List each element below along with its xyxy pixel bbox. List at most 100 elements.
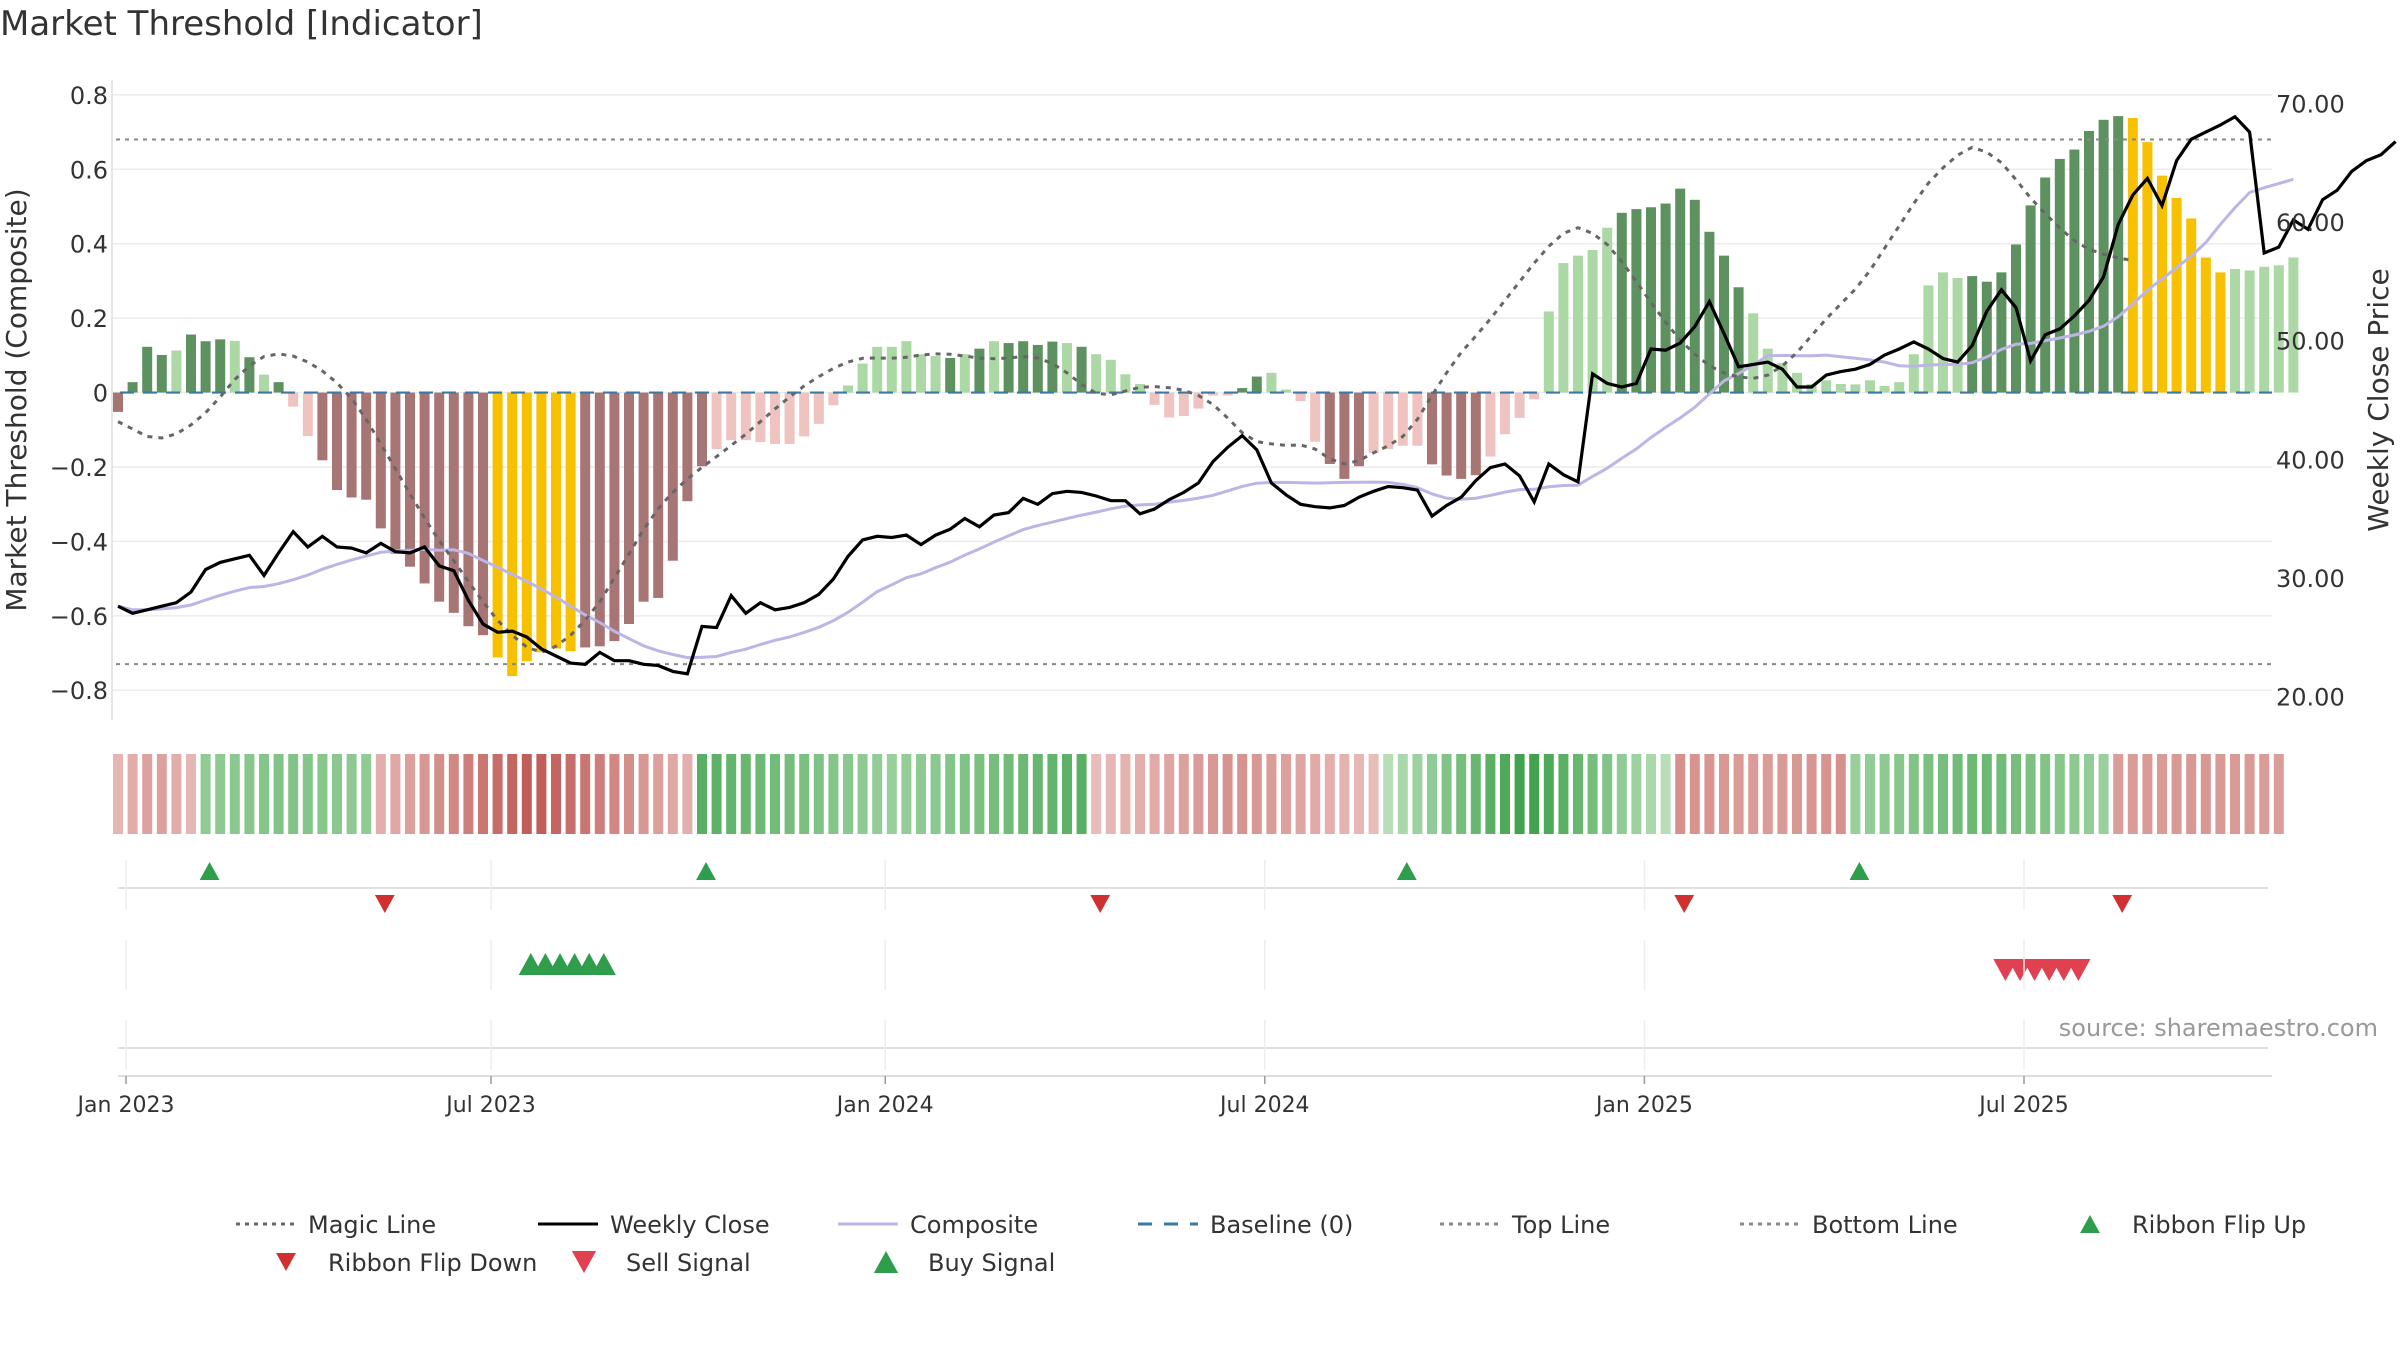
composite-bar: [2011, 244, 2021, 393]
composite-bar: [361, 392, 372, 500]
legend-label: Baseline (0): [1210, 1211, 1353, 1239]
ribbon-cell: [1091, 754, 1102, 834]
composite-bar: [1324, 392, 1335, 464]
composite-bar: [580, 392, 591, 648]
composite-bar: [1383, 392, 1394, 450]
ribbon-cell: [1500, 754, 1510, 834]
y-right-tick-label: 30.00: [2276, 565, 2345, 593]
composite-bar: [1587, 250, 1598, 393]
composite-bar: [2142, 142, 2153, 393]
ribbon-layer: [113, 754, 2284, 834]
source-label: source: sharemaestro.com: [2058, 1014, 2378, 1042]
composite-bar: [799, 392, 810, 437]
ribbon-cell: [1178, 754, 1189, 834]
composite-bar: [828, 392, 839, 406]
composite-bar: [1047, 341, 1058, 393]
composite-bar: [375, 392, 386, 529]
ribbon-cell: [1529, 754, 1540, 834]
composite-bar: [1164, 392, 1175, 418]
ribbon-cell: [332, 754, 342, 834]
y-left-tick-label: −0.4: [50, 528, 108, 556]
composite-bar: [448, 392, 459, 613]
composite-bar: [2054, 158, 2065, 393]
ribbon-cell: [390, 754, 401, 834]
ribbon-cell: [521, 754, 532, 834]
ribbon-cell: [1018, 754, 1029, 834]
ribbon-cell: [945, 754, 956, 834]
composite-bar: [770, 392, 780, 444]
axis-layer: 0.8 0.6 0.4 0.2 0 −0.2 −0.4 −0.6 −0.8 70.00 60.00 5…: [0, 80, 2395, 720]
y-right-tick-label: 20.00: [2276, 683, 2345, 711]
ribbon-cell: [1996, 754, 2007, 834]
composite-bar: [1792, 372, 1802, 393]
composite-bar: [682, 392, 693, 502]
ribbon-cell: [653, 754, 664, 834]
composite-bar: [2186, 218, 2197, 393]
ribbon-flip-down-marker: [2112, 895, 2133, 913]
ribbon-cell: [1281, 754, 1291, 834]
ribbon-cell: [1266, 754, 1277, 834]
composite-line: [117, 177, 2294, 660]
ribbon-cell: [1821, 754, 1832, 834]
composite-bar: [390, 392, 401, 554]
ribbon-cell: [1967, 754, 1978, 834]
ribbon-cell: [2171, 754, 2182, 834]
composite-bar: [1529, 392, 1540, 400]
ribbon-cell: [2273, 754, 2284, 834]
composite-bar: [1310, 392, 1321, 442]
ribbon-cell: [317, 754, 328, 834]
composite-bar: [1675, 188, 1686, 393]
composite-bar: [2040, 177, 2051, 393]
composite-bar: [507, 392, 518, 677]
composite-bar: [1397, 392, 1408, 446]
legend-label: Ribbon Flip Down: [328, 1249, 537, 1277]
ribbon-cell: [346, 754, 357, 834]
ribbon-cell: [1441, 754, 1452, 834]
ribbon-cell: [1894, 754, 1905, 834]
ribbon-cell: [536, 754, 547, 834]
composite-bar: [332, 392, 342, 491]
ribbon-cell: [784, 754, 795, 834]
ribbon-cell: [580, 754, 591, 834]
composite-bar: [1105, 359, 1116, 393]
composite-bar: [945, 357, 956, 393]
composite-bar: [551, 392, 561, 649]
legend-label: Magic Line: [308, 1211, 436, 1239]
composite-bar: [492, 392, 503, 658]
ribbon-cell: [2230, 754, 2240, 834]
composite-bar: [2244, 270, 2255, 393]
ribbon-cell: [2244, 754, 2255, 834]
ribbon-cell: [478, 754, 488, 834]
legend-item: Weekly Close: [538, 1211, 770, 1239]
ribbon-flip-down-marker: [374, 895, 395, 913]
ribbon-cell: [1047, 754, 1058, 834]
ribbon-cell: [594, 754, 605, 834]
ribbon-cell: [682, 754, 693, 834]
ribbon-cell: [259, 754, 269, 834]
x-axis: Jan 2023 Jul 2023 Jan 2024 Jul 2024 Jan 2025…: [76, 860, 2069, 1118]
composite-bar: [1251, 376, 1262, 393]
ribbon-cell: [1222, 754, 1233, 834]
ribbon-cell: [492, 754, 503, 834]
composite-bar: [186, 334, 196, 393]
ribbon-cell: [2157, 754, 2167, 834]
composite-bar: [1923, 285, 1934, 393]
signals-layer: [118, 862, 2272, 1077]
composite-bar: [609, 392, 620, 642]
ribbon-cell: [974, 754, 985, 834]
composite-bar: [711, 392, 722, 450]
composite-bar: [463, 392, 474, 627]
ribbon-cell: [2186, 754, 2197, 834]
ribbon-cell: [1675, 754, 1686, 834]
composite-bar: [521, 392, 532, 662]
y-left-tick-label: −0.6: [50, 603, 108, 631]
ribbon-cell: [2200, 754, 2211, 834]
composite-bar: [1149, 392, 1160, 405]
composite-bar: [1032, 344, 1043, 393]
ribbon-cell: [419, 754, 430, 834]
composite-bar: [536, 392, 547, 653]
composite-bar: [1996, 272, 2007, 393]
legend-label: Weekly Close: [610, 1211, 770, 1239]
ribbon-cell: [711, 754, 722, 834]
composite-bar: [1018, 341, 1029, 393]
